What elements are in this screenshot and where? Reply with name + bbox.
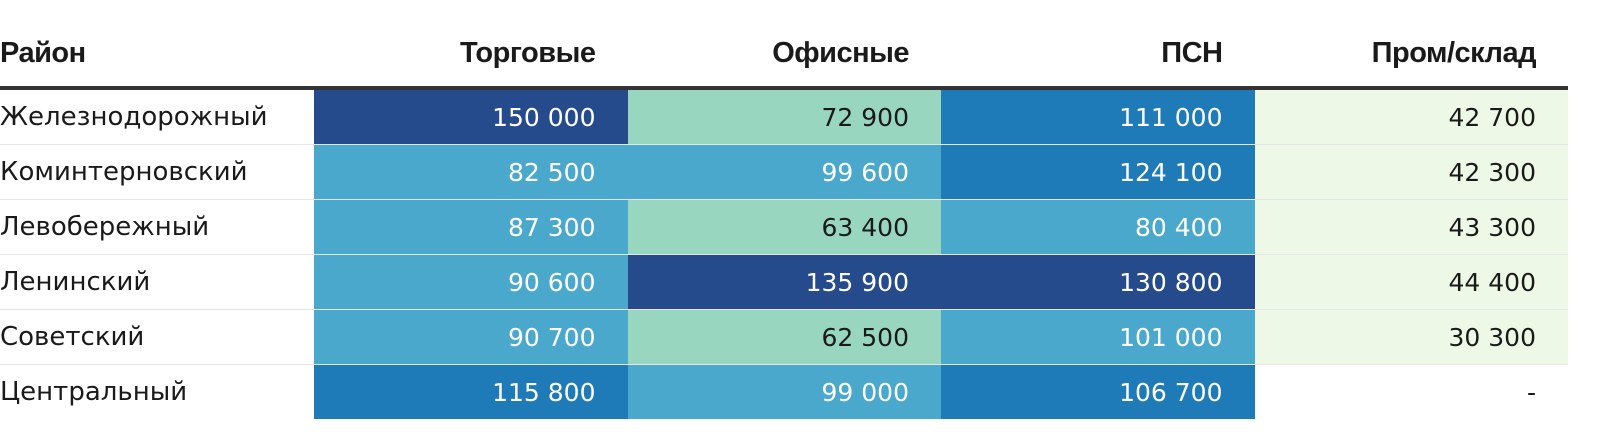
district-name: Железнодорожный: [0, 88, 314, 145]
value-cell: 106 700: [941, 364, 1255, 419]
value-cell: 111 000: [941, 88, 1255, 145]
value-cell: 150 000: [314, 88, 628, 145]
value-cell: 99 000: [627, 364, 941, 419]
value-cell: 72 900: [627, 88, 941, 145]
value-cell: 130 800: [941, 254, 1255, 310]
value-cell: 80 400: [941, 199, 1255, 255]
header-row: Район Торговые Офисные ПСН Пром/склад: [0, 20, 1568, 90]
value-cell: 30 300: [1254, 309, 1568, 365]
value-cell: 90 700: [314, 309, 628, 365]
heatmap-table-container: Район Торговые Офисные ПСН Пром/склад Же…: [0, 20, 1568, 419]
district-name: Центральный: [0, 377, 188, 407]
table-row: Левобережный 87 300 63 400 80 400 43 300: [0, 199, 1568, 255]
column-header-district: Район: [0, 20, 314, 90]
heatmap-table: Район Торговые Офисные ПСН Пром/склад Же…: [0, 20, 1568, 419]
value-cell: 43 300: [1254, 199, 1568, 255]
table-row: Ленинский 90 600 135 900 130 800 44 400: [0, 254, 1568, 310]
value-cell: -: [1254, 364, 1568, 419]
value-cell: 63 400: [627, 199, 941, 255]
district-name: Коминтерновский: [0, 144, 314, 200]
column-header-office: Офисные: [627, 20, 941, 90]
value-cell: 44 400: [1254, 254, 1568, 310]
column-header-psn: ПСН: [941, 20, 1255, 90]
table-row: Советский 90 700 62 500 101 000 30 300: [0, 309, 1568, 365]
district-name: Ленинский: [0, 254, 314, 310]
value-cell: 99 600: [627, 144, 941, 200]
value-cell: 90 600: [314, 254, 628, 310]
value-cell: 124 100: [941, 144, 1255, 200]
column-header-retail: Торговые: [314, 20, 628, 90]
district-name: Советский: [0, 309, 314, 365]
value-cell: 135 900: [627, 254, 941, 310]
value-cell: 87 300: [314, 199, 628, 255]
district-name: Левобережный: [0, 199, 314, 255]
column-header-industrial: Пром/склад: [1254, 20, 1568, 90]
table-row: Центральный 115 800 99 000 106 700 -: [0, 364, 1568, 419]
value-cell: 62 500: [627, 309, 941, 365]
value-cell: 42 300: [1254, 144, 1568, 200]
value-cell: 115 800: [314, 364, 628, 419]
table-row: Коминтерновский 82 500 99 600 124 100 42…: [0, 144, 1568, 200]
value-cell: 42 700: [1254, 88, 1568, 145]
value-cell: 82 500: [314, 144, 628, 200]
value-cell: 101 000: [941, 309, 1255, 365]
table-row: Железнодорожный 150 000 72 900 111 000 4…: [0, 88, 1568, 145]
